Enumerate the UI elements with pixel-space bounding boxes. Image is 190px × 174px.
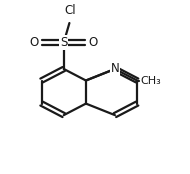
Text: Cl: Cl xyxy=(65,3,76,17)
Text: N: N xyxy=(111,62,119,76)
Text: O: O xyxy=(89,36,98,49)
Text: S: S xyxy=(60,36,67,49)
Text: O: O xyxy=(29,36,39,49)
Text: CH₃: CH₃ xyxy=(140,76,161,85)
